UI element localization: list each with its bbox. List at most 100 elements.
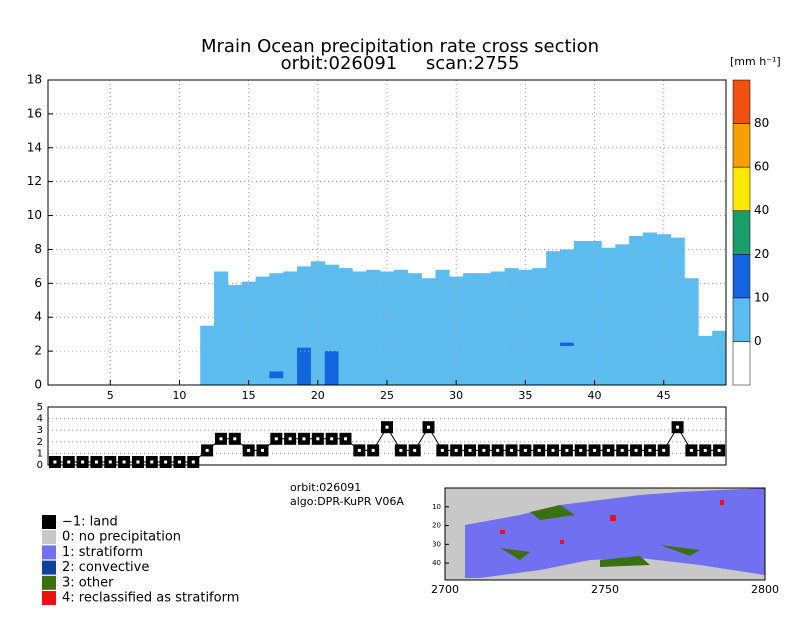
type-marker-dot [717, 448, 721, 452]
map-y-tick-label: 10 [432, 503, 441, 511]
colorbar-segment [732, 166, 751, 211]
type-marker-dot [468, 448, 472, 452]
rain-column [214, 271, 229, 385]
type-marker-dot [330, 437, 334, 441]
legend-swatch [42, 591, 56, 605]
rain-column [573, 240, 588, 385]
colorbar-label: 60 [754, 160, 769, 174]
legend-label: 4: reclassified as stratiform [62, 591, 239, 606]
rain-column [684, 278, 699, 385]
legend-label: 1: stratiform [62, 545, 143, 560]
type-marker-dot [634, 448, 638, 452]
map-inset [444, 487, 766, 581]
panel-frame [47, 406, 727, 466]
rain-column [518, 269, 533, 385]
type-marker-dot [260, 448, 264, 452]
subtitle: orbit:026091 scan:2755 [281, 53, 520, 74]
type-marker-dot [122, 460, 126, 464]
type-marker-dot [676, 425, 680, 429]
colorbar-segment [732, 210, 751, 255]
map-x-tick-label: 2750 [591, 583, 619, 596]
y-tick-label: 0 [34, 378, 42, 392]
x-tick-label: 10 [172, 389, 186, 402]
y-tick-label: 3 [37, 425, 43, 436]
type-marker-dot [537, 448, 541, 452]
convective-cell [324, 351, 339, 385]
rain-column [269, 273, 284, 385]
type-marker-dot [606, 448, 610, 452]
rain-column [698, 335, 713, 385]
y-tick-label: 14 [27, 140, 42, 154]
y-tick-label: 6 [34, 276, 42, 290]
rain-column [546, 251, 561, 385]
convective-cell [559, 342, 574, 347]
map-x-tick-label: 2700 [431, 583, 459, 596]
type-marker-dot [81, 460, 85, 464]
type-marker-dot [371, 448, 375, 452]
type-marker-dot [565, 448, 569, 452]
map-y-tick-label: 20 [432, 522, 441, 530]
type-marker-dot [94, 460, 98, 464]
x-tick-label: 40 [588, 389, 602, 402]
rain-column [366, 269, 381, 385]
type-marker-dot [689, 448, 693, 452]
type-marker-dot [440, 448, 444, 452]
type-marker-dot [191, 460, 195, 464]
convective-cell [297, 347, 311, 385]
x-tick-label: 45 [657, 389, 671, 402]
type-marker-dot [233, 437, 237, 441]
type-marker-dot [316, 437, 320, 441]
type-marker-dot [496, 448, 500, 452]
type-marker-dot [302, 437, 306, 441]
rain-column [504, 268, 519, 385]
legend-label: 3: other [62, 575, 114, 590]
colorbar-segment [732, 254, 751, 299]
x-tick-label: 25 [380, 389, 394, 402]
type-marker-dot [343, 437, 347, 441]
y-tick-label: 0 [37, 460, 43, 471]
type-marker-dot [593, 448, 597, 452]
type-marker-dot [551, 448, 555, 452]
type-marker-dot [399, 448, 403, 452]
colorbar-segment [732, 123, 751, 168]
rain-column [615, 244, 630, 385]
x-tick-label: 5 [107, 389, 114, 402]
y-tick-label: 18 [27, 73, 42, 87]
type-marker-dot [427, 425, 431, 429]
colorbar-segment [732, 297, 751, 342]
type-marker-dot [703, 448, 707, 452]
y-tick-label: 5 [37, 402, 43, 413]
legend-swatch [42, 530, 56, 545]
type-marker-dot [510, 448, 514, 452]
type-marker-dot [164, 460, 168, 464]
type-marker-dot [67, 460, 71, 464]
x-tick-label: 20 [311, 389, 325, 402]
type-marker-dot [482, 448, 486, 452]
rain-column [463, 273, 478, 385]
rain-column [642, 232, 658, 385]
rain-column [449, 276, 464, 385]
plot-frame [47, 79, 727, 386]
rain-column [283, 271, 298, 385]
type-marker-dot [413, 448, 417, 452]
rain-column [241, 281, 256, 385]
rain-column [200, 325, 215, 385]
type-marker-dot [53, 460, 57, 464]
type-marker-dot [247, 448, 251, 452]
y-tick-label: 10 [27, 208, 42, 222]
y-tick-label: 4 [37, 414, 43, 425]
rain-column [476, 273, 492, 385]
type-marker-dot [454, 448, 458, 452]
info: orbit:026091 [290, 481, 361, 494]
rain-column [656, 234, 671, 385]
type-marker-dot [219, 437, 223, 441]
x-tick-label: 35 [518, 389, 532, 402]
y-tick-label: 16 [27, 106, 42, 120]
colorbar-label: 40 [754, 203, 769, 217]
title: Mrain Ocean precipitation rate cross sec… [201, 36, 599, 57]
rain-column [352, 271, 367, 385]
type-marker-dot [385, 425, 389, 429]
convective-cell [269, 371, 284, 379]
legend-label: 0: no precipitation [62, 530, 181, 545]
